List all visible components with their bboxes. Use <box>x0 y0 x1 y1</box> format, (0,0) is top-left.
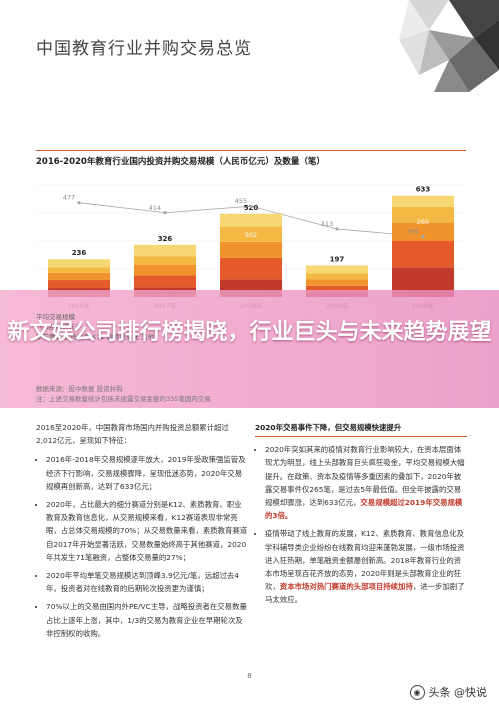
bar-segment <box>306 285 368 293</box>
right-column: 2020年交易事件下降，但交易规模快速提升 2020年突如其来的疫情对教育行业影… <box>255 421 467 612</box>
bullet-text: 疫情带动了线上教育的发展，K12、素质教育、教育信息化及学科辅导类企业纷纷在线教… <box>265 529 465 592</box>
decorative-triangles <box>399 0 499 92</box>
bar-segment <box>392 195 454 207</box>
legend-avg-unit: （人民币亿元） <box>36 323 82 331</box>
bar-segment <box>392 206 454 223</box>
deal-count-point <box>249 204 253 208</box>
watermark-text: 头条 @快说 <box>428 686 488 699</box>
bar-total-label: 326 <box>158 235 173 243</box>
bar-inner-label: 502 <box>245 231 257 239</box>
deal-count-label: 313 <box>321 220 333 228</box>
bar-segment <box>48 280 110 289</box>
source-note: 数据来源：投中数据 投资并购 注：上述交易数量统计包括未披露交易金额的335笔国… <box>36 384 211 404</box>
page-number: 8 <box>247 672 252 680</box>
page-title: 中国教育行业并购交易总览 <box>36 39 252 59</box>
left-lead: 2016至2020年，中国教育市场国内并购投资总额累计超过2,012亿元，呈现如… <box>36 423 229 446</box>
bar-segment <box>134 275 196 288</box>
list-item: 70%以上的交易由国内外PE/VC主导，战略投资者在交易数量占比上逐年上涨，其中… <box>46 600 248 640</box>
list-item: 2016年-2018年交易规模逐年放大，2019年受政策强监管及经济下行影响，交… <box>46 453 248 493</box>
bar-segment <box>48 259 110 268</box>
deal-count-point <box>163 211 167 215</box>
deal-count-point <box>421 235 425 239</box>
bar-segment <box>48 272 110 281</box>
source-footnote: 注：上述交易数量统计包括未披露交易金额的335笔国内交易 <box>36 395 211 403</box>
deal-count-point <box>335 227 339 231</box>
bar-total-label: 520 <box>244 204 259 212</box>
bar-segment <box>306 279 368 286</box>
bar-segment <box>392 241 454 268</box>
right-heading: 2020年交易事件下降，但交易规模快速提升 <box>255 421 467 438</box>
bar-segment <box>306 265 368 274</box>
bar-segment <box>220 257 282 280</box>
left-bullets: 2016年-2018年交易规模逐年放大，2019年受政策强监管及经济下行影响，交… <box>36 453 248 640</box>
deal-count-label: 477 <box>63 194 75 202</box>
bar-total-label: 236 <box>72 249 87 257</box>
bar-segment <box>48 267 110 273</box>
bar-segment <box>134 256 196 265</box>
bar-segment <box>134 244 196 257</box>
bullet-text: ，进一步加剧了马太效应。 <box>265 582 465 605</box>
bar-segment <box>134 265 196 276</box>
list-item: 2020年突如其来的疫情对教育行业影响较大，在资本层面体现尤为明显，线上头部教育… <box>265 443 467 522</box>
bar-segment <box>220 226 282 242</box>
legend-avg-label: 平均交易规模 <box>36 313 75 321</box>
bar-total-label: 197 <box>330 255 345 263</box>
highlight-text: 资本市场对热门赛道的头部项目持续加持 <box>279 582 413 592</box>
deal-count-label: 414 <box>149 204 161 212</box>
banner-headline: 新文娱公司排行榜揭晓，行业巨头与未来趋势展望 <box>7 320 492 345</box>
list-item: 2020年，占比最大的细分赛道分别是K12、素质教育、职业教育及教育信息化，从交… <box>46 498 248 564</box>
camera-icon: ◉ <box>409 684 425 700</box>
bar-segment <box>392 222 454 241</box>
list-item: 2020年平均单笔交易规模达到顶峰3.9亿元/笔，远超过去4年，投资者对在线教育… <box>46 569 248 595</box>
list-item: 疫情带动了线上教育的发展，K12、素质教育、教育信息化及学科辅导类企业纷纷在线教… <box>265 527 467 606</box>
bar-segment <box>220 213 282 227</box>
overlay-banner <box>0 290 499 408</box>
report-header: 中国教育行业并购交易总览 <box>0 0 499 92</box>
deal-count-label: 265 <box>407 228 419 236</box>
source-line: 数据来源：投中数据 投资并购 <box>36 385 123 393</box>
deal-count-label: 455 <box>235 197 247 205</box>
left-column: 2016至2020年，中国教育市场国内并购投资总额累计超过2,012亿元，呈现如… <box>36 421 248 645</box>
bar-total-label: 633 <box>416 186 431 194</box>
bar-segment <box>220 241 282 258</box>
chart-legend: 平均交易规模 （人民币亿元） 学前教育 素质教育 K12 教育信息化 其他 <box>36 312 466 342</box>
legend-labels: 学前教育 素质教育 K12 教育信息化 其他 <box>36 333 155 341</box>
bullet-text: 2020年突如其来的疫情对教育行业影响较大，在资本层面体现尤为明显，线上头部教育… <box>265 445 465 508</box>
right-bullets: 2020年突如其来的疫情对教育行业影响较大，在资本层面体现尤为明显，线上头部教育… <box>255 443 467 606</box>
chart-title: 2016-2020年教育行业国内投资并购交易规模（人民币亿元）及数量（笔） <box>36 150 466 167</box>
bar-inner-label: 265 <box>417 218 429 226</box>
deal-count-point <box>77 201 81 205</box>
bar-segment <box>306 273 368 280</box>
highlight-text: 交易规模超过2019年交易规模的3倍。 <box>265 498 463 521</box>
watermark: ◉ 头条 @快说 <box>409 684 488 700</box>
